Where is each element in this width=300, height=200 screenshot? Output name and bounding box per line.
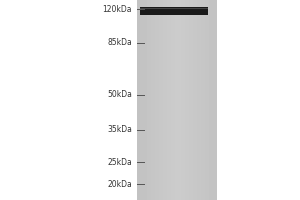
Text: 20kDa: 20kDa [107,180,132,189]
Bar [140,8,208,9]
Text: 50kDa: 50kDa [107,90,132,99]
Bar [136,0,216,200]
Text: 120kDa: 120kDa [103,5,132,14]
Bar [140,7,208,15]
Text: 35kDa: 35kDa [107,125,132,134]
Text: 25kDa: 25kDa [107,158,132,167]
Text: 85kDa: 85kDa [107,38,132,47]
